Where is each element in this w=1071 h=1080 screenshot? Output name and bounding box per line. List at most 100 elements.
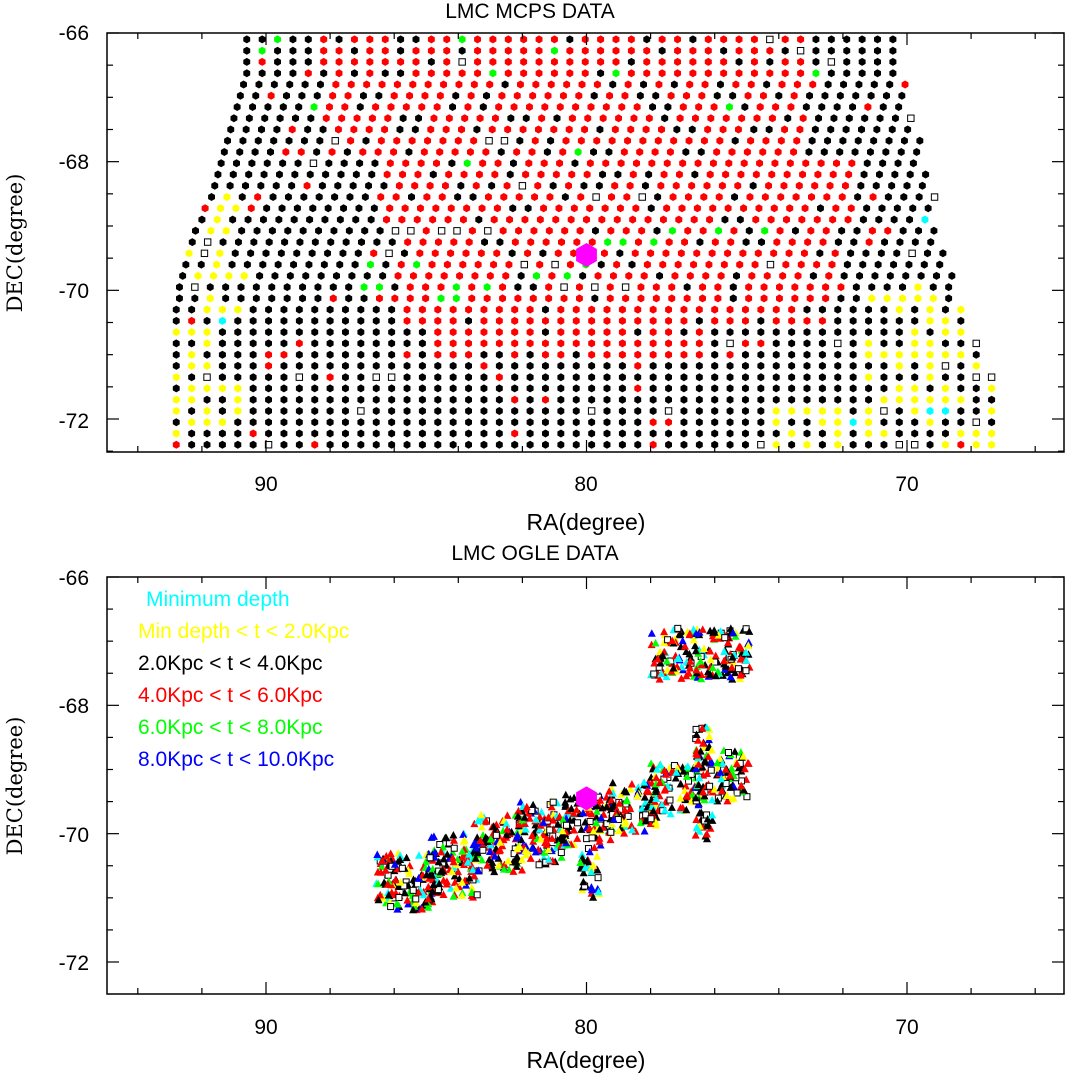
data-point-triangle — [465, 850, 473, 858]
data-point — [172, 316, 180, 325]
data-point-triangle — [424, 903, 433, 911]
data-point-triangle — [449, 857, 458, 866]
data-point — [465, 339, 472, 348]
data-point — [236, 148, 244, 156]
data-point — [429, 170, 437, 179]
data-point — [545, 294, 553, 303]
data-point — [535, 69, 543, 78]
data-point-triangle — [587, 885, 596, 894]
data-point — [480, 305, 488, 314]
data-point — [319, 125, 327, 134]
data-point — [457, 181, 465, 190]
data-point — [495, 339, 503, 348]
data-point — [483, 283, 491, 292]
data-point-square — [721, 634, 729, 642]
data-point — [926, 350, 934, 359]
data-point-triangle — [400, 888, 409, 897]
data-point — [711, 305, 719, 314]
data-point-triangle — [381, 866, 390, 874]
data-point — [757, 384, 765, 393]
data-point — [849, 316, 857, 325]
data-point — [485, 193, 492, 201]
data-point — [480, 407, 488, 415]
data-point — [701, 136, 708, 145]
data-point — [634, 316, 642, 325]
data-point — [942, 373, 949, 382]
data-point-triangle — [442, 880, 451, 888]
data-point — [283, 294, 291, 303]
data-point-triangle — [435, 879, 444, 888]
data-point — [926, 384, 934, 393]
data-point — [452, 91, 460, 100]
data-point — [461, 114, 469, 123]
data-point — [192, 226, 199, 235]
data-point-square — [607, 828, 615, 836]
data-point — [258, 69, 266, 78]
data-point — [563, 80, 571, 89]
data-point-triangle — [478, 840, 487, 849]
data-point — [304, 69, 312, 78]
data-point — [676, 170, 683, 179]
data-point — [665, 384, 672, 393]
data-point — [711, 328, 719, 337]
data-point — [292, 114, 299, 123]
data-point — [924, 204, 932, 213]
data-point — [663, 204, 671, 213]
data-point — [942, 395, 949, 404]
chart-title: LMC MCPS DATA — [445, 0, 615, 23]
data-point — [697, 148, 705, 156]
data-point — [465, 238, 473, 247]
data-point — [726, 350, 734, 359]
data-point — [724, 204, 732, 213]
data-point — [452, 294, 460, 303]
data-point — [757, 316, 765, 325]
data-point — [788, 407, 796, 415]
data-point-square — [592, 193, 600, 201]
data-point — [480, 373, 488, 382]
data-point-triangle — [390, 860, 399, 868]
data-point-triangle — [729, 794, 738, 802]
data-point — [573, 238, 581, 247]
y-tick-label: -72 — [59, 952, 89, 975]
data-point — [305, 260, 313, 269]
data-point — [343, 148, 351, 156]
data-point-triangle — [376, 868, 385, 876]
data-point-triangle — [439, 876, 448, 884]
data-point — [680, 350, 688, 359]
data-point — [520, 57, 528, 66]
data-point — [411, 125, 419, 134]
data-point — [425, 271, 433, 280]
data-point — [612, 35, 620, 44]
data-point — [210, 271, 217, 280]
data-point — [627, 125, 635, 134]
data-point — [529, 283, 537, 292]
data-point-triangle — [708, 810, 717, 819]
data-point — [360, 91, 367, 100]
data-point — [291, 170, 299, 179]
data-point — [794, 271, 802, 280]
data-point-triangle — [450, 878, 459, 886]
data-point — [336, 260, 344, 269]
data-point — [203, 395, 211, 404]
data-point — [643, 35, 651, 44]
data-point — [695, 440, 703, 449]
data-point — [658, 35, 666, 44]
data-point — [840, 271, 848, 280]
data-point — [280, 305, 288, 314]
data-point — [426, 181, 434, 190]
data-point — [450, 238, 458, 247]
data-point — [911, 328, 919, 337]
data-point — [480, 339, 488, 348]
data-point — [827, 46, 835, 55]
data-point-triangle — [640, 827, 649, 835]
data-point — [924, 249, 931, 258]
data-point — [738, 114, 746, 123]
data-point — [234, 361, 242, 370]
data-point — [495, 305, 503, 314]
data-point — [335, 57, 343, 66]
data-point — [188, 350, 196, 359]
data-point — [711, 361, 719, 370]
data-point — [556, 103, 564, 111]
data-point — [495, 418, 503, 427]
data-point — [454, 136, 462, 145]
